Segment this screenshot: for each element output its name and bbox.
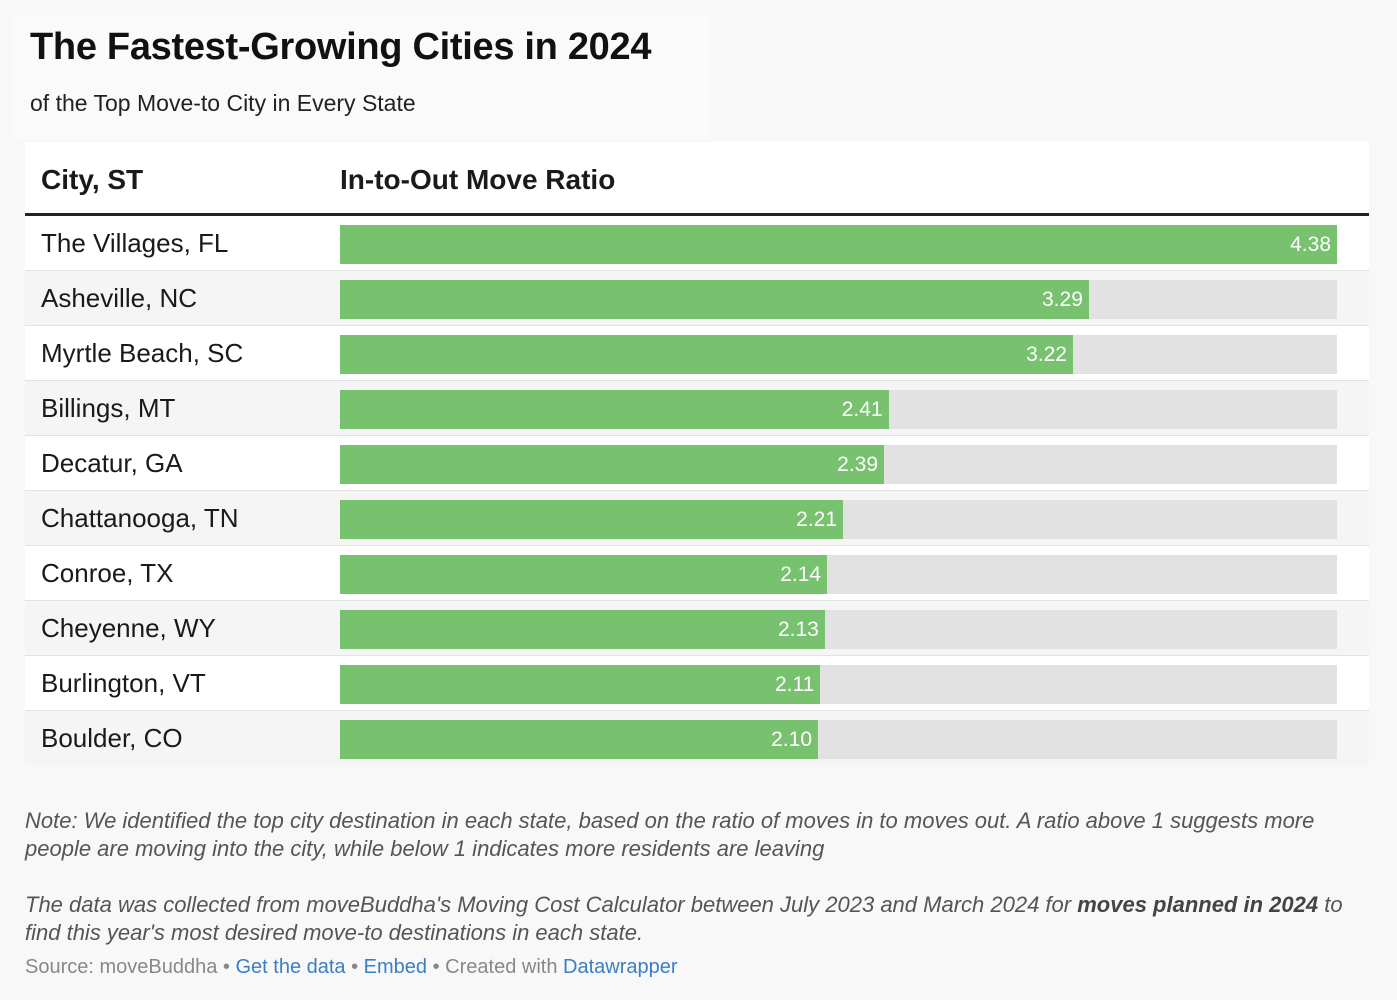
column-header-ratio[interactable]: In-to-Out Move Ratio [340,164,616,195]
separator: • [217,956,236,978]
city-label: Myrtle Beach, SC [41,338,244,368]
city-label: The Villages, FL [41,228,229,258]
datawrapper-link[interactable]: Datawrapper [563,956,678,978]
table-row: Decatur, GA 2.39 [25,436,1369,491]
bar: 2.21 [340,500,844,539]
bar-track: 2.41 [340,390,1337,429]
table-row: Burlington, VT 2.11 [25,656,1369,711]
table-row: Boulder, CO 2.10 [25,711,1369,766]
header-box [14,14,710,140]
bar: 2.11 [340,665,821,704]
embed-link[interactable]: Embed [363,956,428,978]
bar: 4.38 [340,225,1337,264]
bar-track: 2.13 [340,610,1337,649]
city-label: Chattanooga, TN [41,503,239,533]
separator: • [345,956,364,978]
source-label: Source: moveBuddha [25,956,218,978]
created-with-label: • Created with [427,956,563,978]
bar-track: 2.10 [340,720,1337,759]
bar-track: 2.11 [340,665,1337,704]
note-text-post: to find this year's most desired move-to… [25,892,1343,945]
data-table: City, ST In-to-Out Move Ratio The Villag… [25,142,1369,766]
table-body: The Villages, FL 4.38 Asheville, NC 3.29 Myr… [25,216,1369,766]
city-label: Boulder, CO [41,723,183,753]
bar-track: 3.22 [340,335,1337,374]
bar-value-label: 3.22 [1026,343,1067,366]
bar: 2.41 [340,390,889,429]
bar-track: 4.38 [340,225,1337,264]
get-the-data-link[interactable]: Get the data [235,956,346,978]
bar-value-label: 4.38 [1290,233,1331,256]
table-row: Chattanooga, TN 2.21 [25,491,1369,546]
bar-value-label: 3.29 [1042,288,1083,311]
bar: 2.14 [340,555,828,594]
bar: 3.29 [340,280,1089,319]
note-methodology: Note: We identified the top city destina… [25,808,1315,861]
bar-track: 2.21 [340,500,1337,539]
note-text-pre: The data was collected from moveBuddha's… [25,892,1078,917]
chart-title: The Fastest-Growing Cities in 2024 [30,26,652,68]
bar-value-label: 2.14 [780,563,822,586]
city-label: Billings, MT [41,393,176,423]
bar-value-label: 2.21 [796,508,838,531]
bar-value-label: 2.39 [837,453,879,476]
city-label: Asheville, NC [41,283,198,313]
city-label: Cheyenne, WY [41,613,216,643]
table-row: Cheyenne, WY 2.13 [25,601,1369,656]
bar-track: 3.29 [340,280,1337,319]
bar: 2.39 [340,445,885,484]
bar-value-label: 2.13 [777,618,819,641]
column-header-city[interactable]: City, ST [41,164,144,195]
bar-value-label: 2.11 [774,673,815,696]
table-row: Conroe, TX 2.14 [25,546,1369,601]
bar-value-label: 2.41 [841,398,883,421]
note-data-source: The data was collected from moveBuddha's… [25,891,1375,947]
bar-value-label: 2.10 [771,728,812,751]
note-text-bold: moves planned in 2024 [1077,892,1319,917]
city-label: Decatur, GA [41,448,183,478]
chart-subtitle: of the Top Move-to City in Every State [30,90,416,116]
bar: 2.13 [340,610,825,649]
city-label: Burlington, VT [41,668,206,698]
bar: 3.22 [340,335,1073,374]
table-row: Asheville, NC 3.29 [25,271,1369,326]
bar: 2.10 [340,720,818,759]
table-row: Myrtle Beach, SC 3.22 [25,326,1369,381]
footer: Source: moveBuddha • Get the data • Embe… [25,956,678,979]
bar-track: 2.39 [340,445,1337,484]
city-label: Conroe, TX [41,558,174,588]
table-header: City, ST In-to-Out Move Ratio [25,142,1369,216]
table-row: Billings, MT 2.41 [25,381,1369,436]
table-row: The Villages, FL 4.38 [25,216,1369,271]
bar-track: 2.14 [340,555,1337,594]
